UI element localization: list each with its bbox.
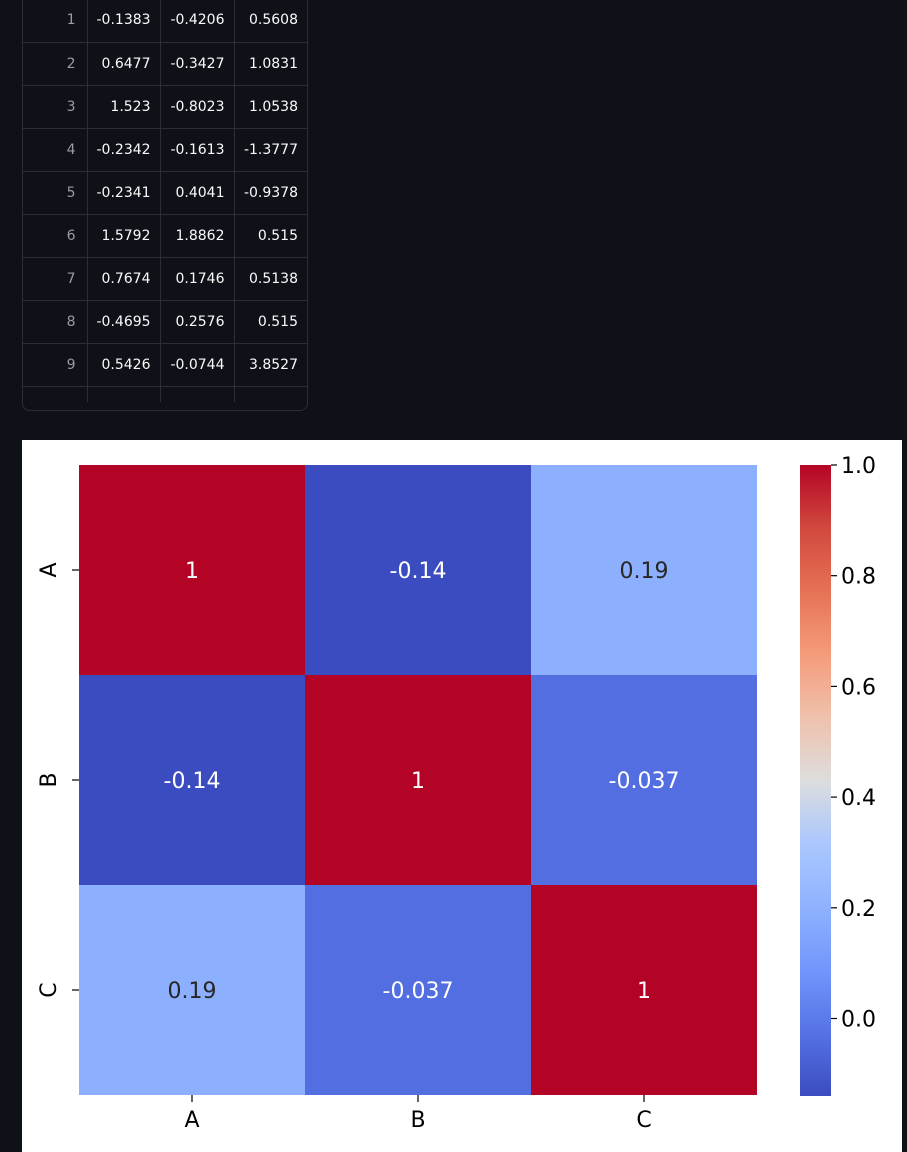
table-cell[interactable]: 1.5792 [87,214,161,258]
table-cell-empty [87,386,161,402]
row-index-cell: 3 [23,85,88,129]
table-cell[interactable]: 1.523 [87,85,161,129]
heatmap-cell [79,675,305,885]
table-cell[interactable]: -0.9378 [234,171,307,215]
cell-annotation: 0.19 [168,979,217,1004]
table-cell[interactable]: 0.1746 [160,257,235,301]
dataframe-table[interactable]: 1 -0.1383 -0.4206 0.5608 2 0.6477 -0.3427 1.083… [22,0,308,411]
row-index-cell: 7 [23,257,88,301]
colorbar-tick-label: 1.0 [841,454,876,479]
table-cell[interactable]: 0.5426 [87,343,161,387]
table-cell-empty [160,386,235,402]
dataframe-grid: 1 -0.1383 -0.4206 0.5608 2 0.6477 -0.3427 1.083… [23,0,307,402]
table-row[interactable]: 7 0.7674 0.1746 0.5138 [23,257,307,301]
table-cell-empty [23,386,88,402]
heatmap-cell [305,885,531,1095]
correlation-heatmap: 1 -0.14 0.19 -0.14 1 -0.037 0.19 -0.037 1 A B C A B… [37,454,876,1133]
cell-annotation: -0.037 [609,769,680,794]
colorbar-tick-label: 0.2 [841,897,876,922]
table-row[interactable]: 5 -0.2341 0.4041 -0.9378 [23,171,307,215]
table-cell[interactable]: -0.1383 [87,0,161,43]
x-tick-label: B [410,1108,425,1133]
table-cell[interactable]: -0.3427 [160,42,235,86]
cell-annotation: -0.14 [164,769,221,794]
heatmap-cell [79,885,305,1095]
row-index-cell: 9 [23,343,88,387]
row-index-cell: 8 [23,300,88,344]
heatmap-cells: 1 -0.14 0.19 -0.14 1 -0.037 0.19 -0.037 1 [79,465,757,1095]
table-cell[interactable]: -0.0744 [160,343,235,387]
row-index-cell: 4 [23,128,88,172]
table-cell[interactable]: 0.7674 [87,257,161,301]
table-cell[interactable]: -0.1613 [160,128,235,172]
colorbar-tick-label: 0.4 [841,786,876,811]
colorbar-tick-label: 0.6 [841,675,876,700]
table-cell[interactable]: -1.3777 [234,128,307,172]
table-cell[interactable]: 0.5608 [234,0,307,43]
table-row[interactable]: 6 1.5792 1.8862 0.515 [23,214,307,258]
cell-annotation: -0.037 [383,979,454,1004]
y-tick-label: C [37,982,62,997]
table-cell[interactable]: 1.0831 [234,42,307,86]
heatmap-cell [79,465,305,675]
table-cell[interactable]: 1.0538 [234,85,307,129]
cell-annotation: -0.14 [390,559,447,584]
colorbar: 0.0 0.2 0.4 0.6 0.8 1.0 [800,454,876,1096]
row-index-cell: 2 [23,42,88,86]
cell-annotation: 1 [185,559,199,584]
x-tick-label: C [636,1108,651,1133]
row-index-cell: 6 [23,214,88,258]
table-row[interactable]: 4 -0.2342 -0.1613 -1.3777 [23,128,307,172]
colorbar-gradient [800,465,831,1096]
x-axis: A B C [184,1095,652,1133]
heatmap-cell [305,675,531,885]
x-tick-label: A [184,1108,199,1133]
heatmap-cell [531,465,757,675]
table-cell-empty [234,386,307,402]
heatmap-figure: 1 -0.14 0.19 -0.14 1 -0.037 0.19 -0.037 1 A B C A B… [22,440,902,1152]
table-cell[interactable]: 3.8527 [234,343,307,387]
table-row[interactable]: 3 1.523 -0.8023 1.0538 [23,85,307,129]
heatmap-cell [531,885,757,1095]
dataframe-body: 1 -0.1383 -0.4206 0.5608 2 0.6477 -0.3427 1.083… [23,0,307,402]
table-cell[interactable]: 0.6477 [87,42,161,86]
table-cell[interactable]: 0.515 [234,300,307,344]
heatmap-cell [305,465,531,675]
table-cell[interactable]: 0.4041 [160,171,235,215]
colorbar-tick-label: 0.8 [841,565,876,590]
table-row-partial [23,386,307,402]
colorbar-tick-label: 0.0 [841,1008,876,1033]
y-tick-label: A [37,562,62,577]
heatmap-cell [531,675,757,885]
cell-annotation: 1 [637,979,651,1004]
row-index-cell: 1 [23,0,88,43]
table-cell[interactable]: 0.515 [234,214,307,258]
cell-annotation: 1 [411,769,425,794]
table-cell[interactable]: -0.4695 [87,300,161,344]
table-row[interactable]: 2 0.6477 -0.3427 1.0831 [23,42,307,86]
table-row[interactable]: 1 -0.1383 -0.4206 0.5608 [23,0,307,43]
y-tick-label: B [37,772,62,787]
table-cell[interactable]: 0.5138 [234,257,307,301]
y-axis: A B C [37,562,79,998]
table-cell[interactable]: 0.2576 [160,300,235,344]
table-cell[interactable]: -0.4206 [160,0,235,43]
table-cell[interactable]: -0.8023 [160,85,235,129]
table-row[interactable]: 8 -0.4695 0.2576 0.515 [23,300,307,344]
table-cell[interactable]: -0.2341 [87,171,161,215]
cell-annotation: 0.19 [620,559,669,584]
table-cell[interactable]: 1.8862 [160,214,235,258]
table-cell[interactable]: -0.2342 [87,128,161,172]
table-row[interactable]: 9 0.5426 -0.0744 3.8527 [23,343,307,387]
row-index-cell: 5 [23,171,88,215]
